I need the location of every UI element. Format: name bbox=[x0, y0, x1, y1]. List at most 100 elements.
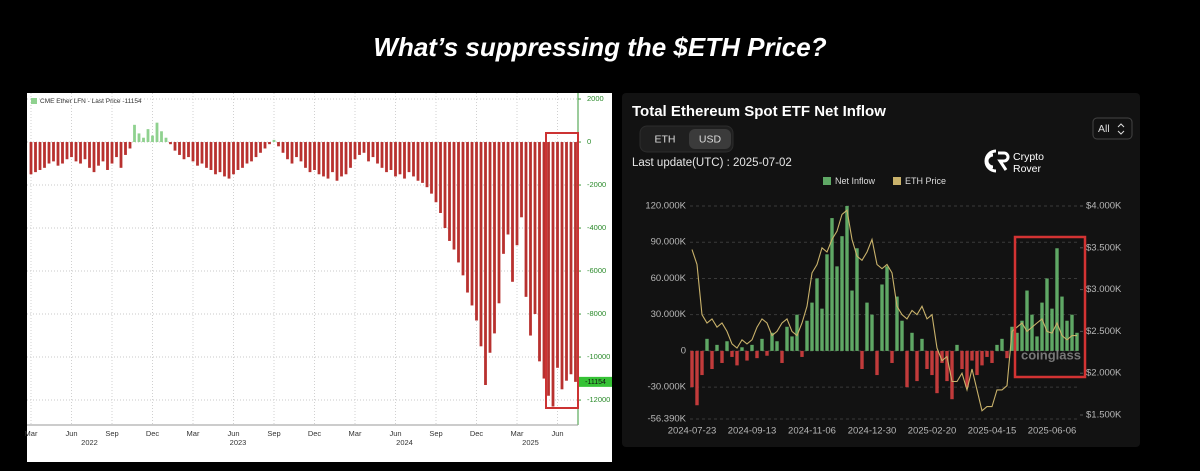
bar bbox=[542, 142, 546, 379]
range-select[interactable] bbox=[1092, 117, 1133, 140]
bar bbox=[488, 142, 492, 353]
y2-tick-label: $3.000K bbox=[1086, 284, 1122, 295]
bar bbox=[124, 142, 127, 155]
bar bbox=[214, 142, 217, 175]
y-tick-label: 90.000K bbox=[651, 237, 687, 248]
bar bbox=[524, 142, 528, 297]
bar bbox=[1000, 338, 1004, 351]
legend-label: CME Ether LFN - Last Price -11154 bbox=[40, 98, 142, 105]
bar bbox=[475, 142, 478, 321]
bar bbox=[805, 320, 809, 351]
bar bbox=[1050, 308, 1054, 351]
bar bbox=[885, 266, 889, 351]
bar bbox=[133, 124, 136, 143]
bar bbox=[547, 142, 550, 396]
bar bbox=[164, 137, 168, 143]
bar bbox=[705, 338, 709, 351]
bar bbox=[110, 142, 114, 164]
x-tick-label: Jun bbox=[389, 429, 401, 438]
bar bbox=[52, 142, 55, 162]
bar bbox=[259, 142, 262, 153]
bar bbox=[250, 142, 253, 162]
bar bbox=[434, 142, 438, 203]
chart-panel bbox=[622, 93, 1140, 447]
bar bbox=[326, 142, 330, 179]
bar bbox=[317, 142, 321, 175]
y2-tick-label: $3.500K bbox=[1086, 242, 1122, 253]
range-select-chevron bbox=[1117, 123, 1125, 135]
x-year-label: 2022 bbox=[81, 438, 98, 447]
bar bbox=[795, 314, 799, 351]
bar bbox=[735, 350, 739, 366]
bar bbox=[940, 350, 944, 363]
page-title: What’s suppressing the $ETH Price? bbox=[373, 32, 826, 62]
bar bbox=[511, 142, 514, 282]
bar bbox=[484, 142, 487, 386]
x-tick-label: 2024-07-23 bbox=[668, 426, 717, 437]
bar bbox=[187, 142, 190, 158]
bar bbox=[529, 142, 532, 336]
bar bbox=[196, 142, 199, 166]
bar bbox=[840, 236, 844, 351]
range-select-label[interactable]: All bbox=[1098, 123, 1110, 135]
unit-button[interactable]: ETH bbox=[655, 133, 676, 145]
x-tick-label: Dec bbox=[146, 429, 160, 438]
unit-button[interactable]: USD bbox=[699, 133, 722, 145]
bar bbox=[299, 142, 303, 162]
bar bbox=[835, 266, 839, 351]
bar bbox=[860, 350, 864, 370]
bar bbox=[128, 142, 132, 149]
bar bbox=[720, 350, 724, 363]
legend-swatch bbox=[31, 98, 37, 104]
bar bbox=[304, 142, 307, 168]
bar bbox=[151, 135, 154, 143]
bar bbox=[376, 142, 379, 164]
bar bbox=[389, 142, 393, 170]
bar bbox=[730, 350, 734, 357]
bar bbox=[975, 350, 979, 376]
y-tick-label: -8000 bbox=[587, 309, 606, 318]
bar bbox=[335, 142, 339, 181]
bar bbox=[398, 142, 402, 175]
watermark: coinglass bbox=[1021, 347, 1081, 362]
unit-button-active[interactable] bbox=[689, 129, 731, 149]
bar bbox=[344, 142, 348, 175]
y-tick-label: -30.000K bbox=[647, 382, 686, 393]
bar bbox=[101, 142, 105, 162]
y-tick-label: 0 bbox=[587, 137, 591, 146]
bar bbox=[810, 302, 814, 351]
bar bbox=[785, 326, 789, 351]
bar bbox=[800, 350, 804, 357]
bar bbox=[1060, 296, 1064, 351]
bar bbox=[385, 142, 388, 173]
bar bbox=[466, 142, 469, 293]
bar bbox=[960, 350, 964, 370]
bar bbox=[1070, 314, 1074, 351]
x-tick-label: Mar bbox=[187, 429, 200, 438]
bar bbox=[930, 350, 934, 376]
y-tick-label: -4000 bbox=[587, 223, 606, 232]
x-tick-label: Dec bbox=[308, 429, 322, 438]
bar bbox=[690, 350, 694, 388]
bar bbox=[760, 338, 764, 351]
bar bbox=[497, 142, 501, 304]
bar bbox=[845, 206, 849, 351]
price-line bbox=[691, 209, 1077, 412]
bar bbox=[416, 142, 420, 181]
x-tick-label: Dec bbox=[470, 429, 484, 438]
bar bbox=[448, 142, 451, 241]
bar bbox=[241, 142, 244, 168]
bar bbox=[725, 341, 729, 351]
bar bbox=[443, 142, 447, 229]
y2-tick-label: $2.500K bbox=[1086, 326, 1122, 337]
bar bbox=[569, 142, 573, 375]
bar bbox=[955, 344, 959, 351]
bar bbox=[715, 344, 719, 351]
bar bbox=[985, 350, 989, 357]
bar bbox=[740, 347, 744, 351]
bar bbox=[950, 350, 954, 400]
bar bbox=[520, 142, 523, 218]
x-tick-label: 2024-09-13 bbox=[728, 426, 777, 437]
y-tick-label: 60.000K bbox=[651, 273, 687, 284]
bar bbox=[70, 142, 73, 158]
